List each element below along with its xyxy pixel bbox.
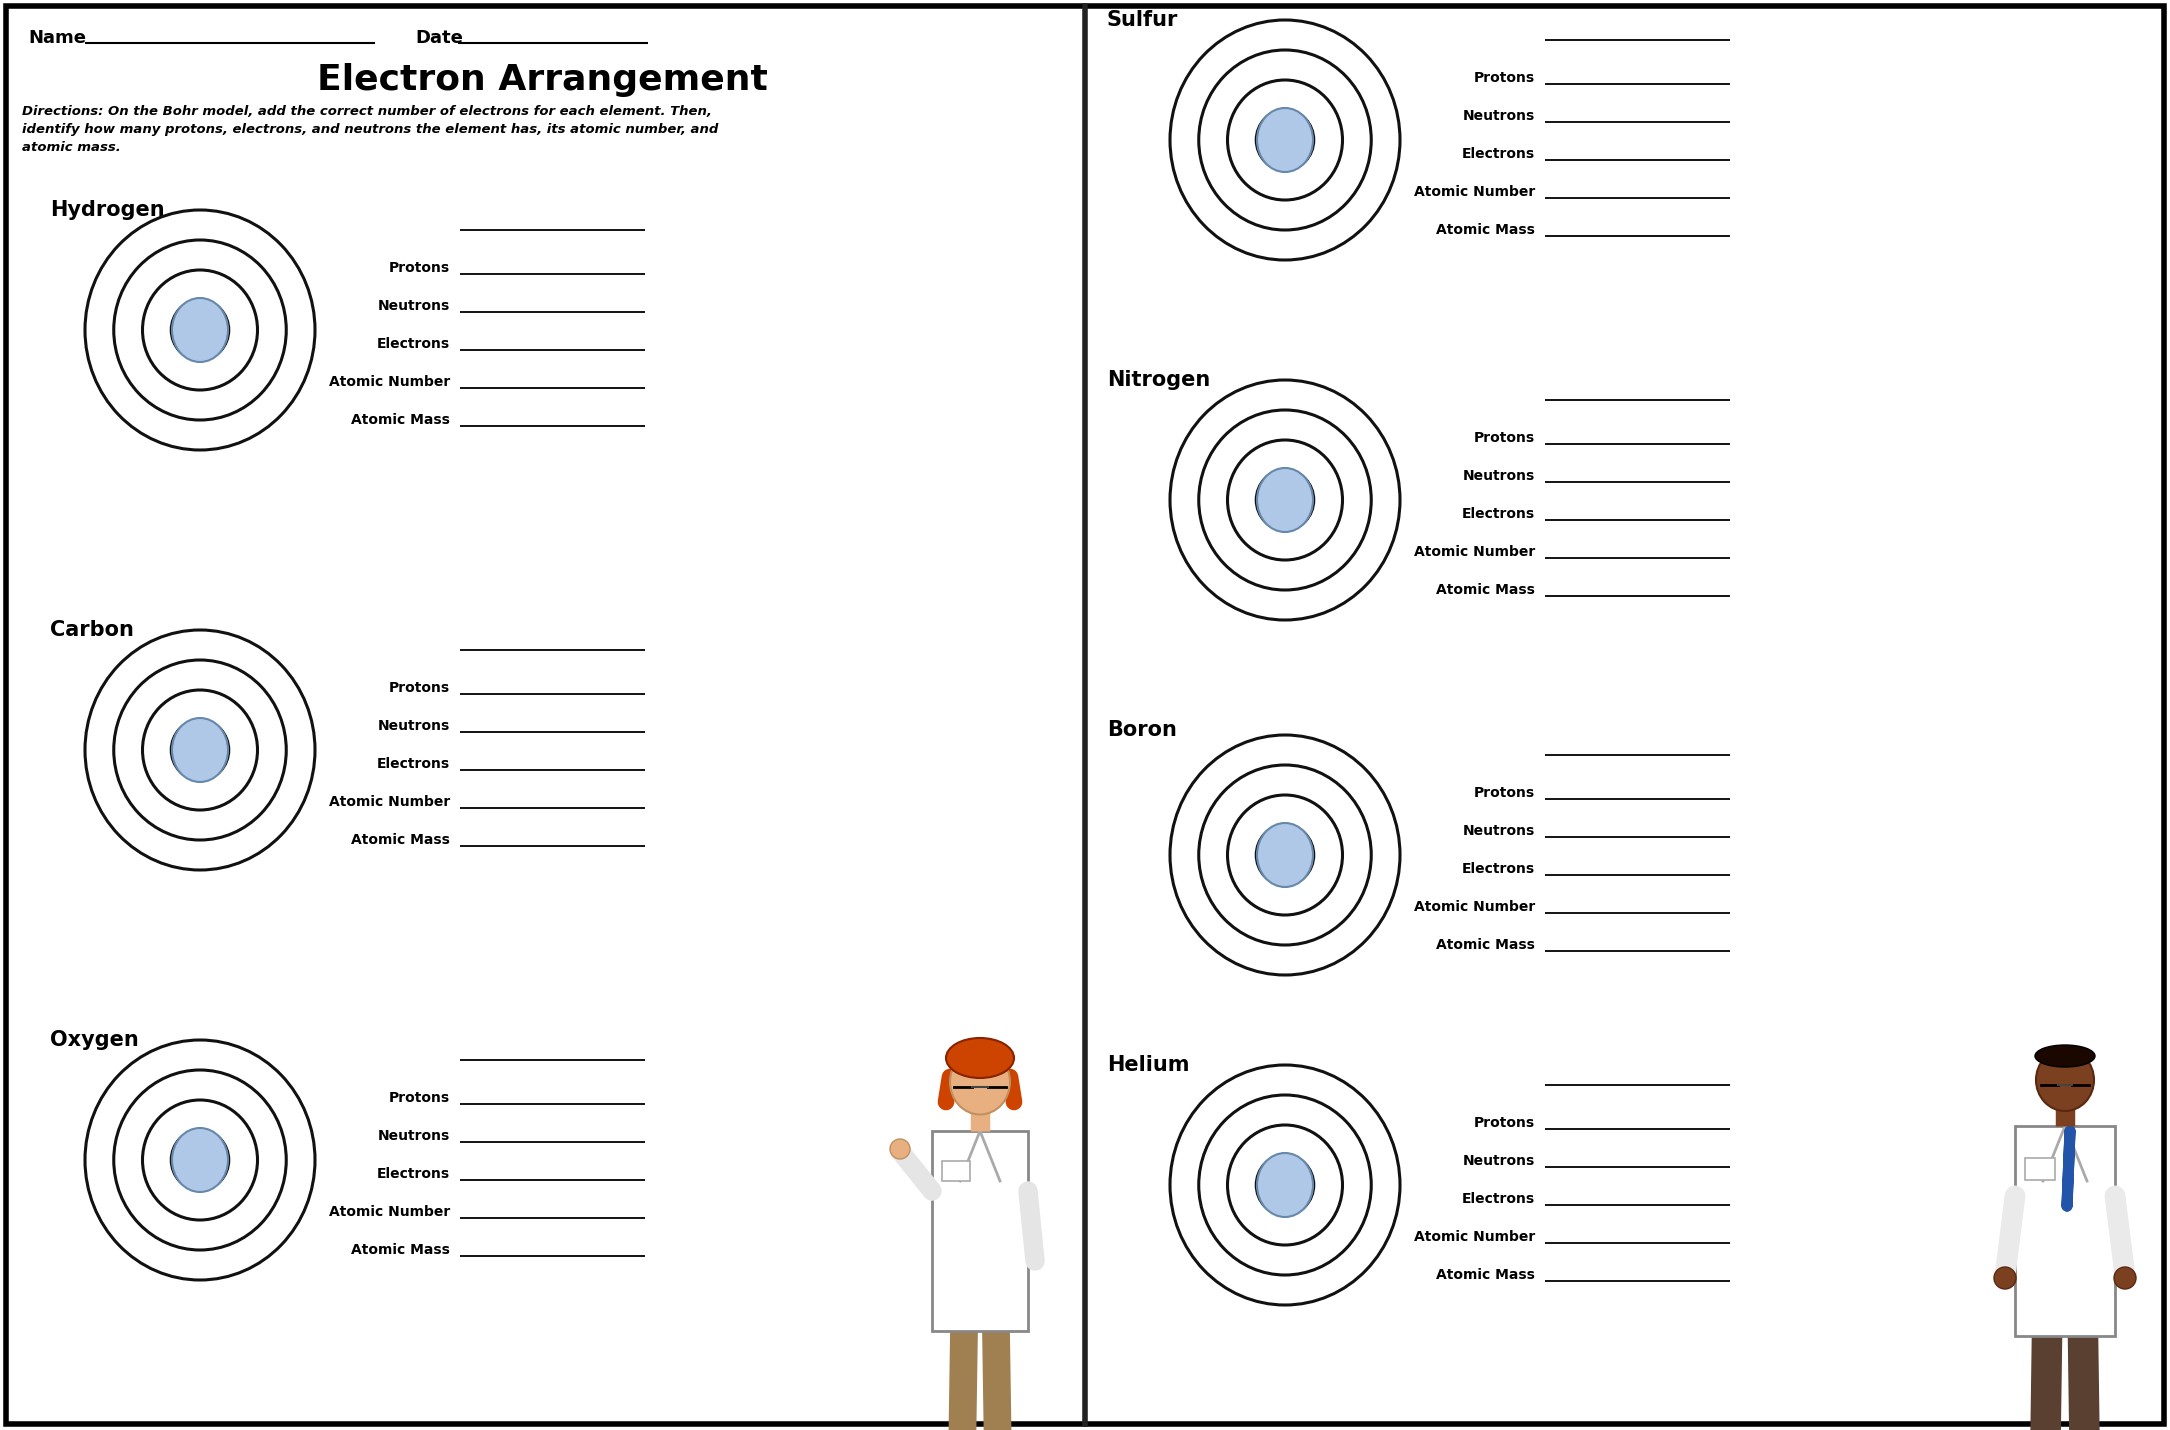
Ellipse shape bbox=[1228, 80, 1343, 200]
Ellipse shape bbox=[113, 240, 286, 420]
Ellipse shape bbox=[1198, 410, 1371, 591]
Text: Boron: Boron bbox=[1107, 719, 1176, 739]
Circle shape bbox=[2114, 1267, 2135, 1288]
Text: Neutrons: Neutrons bbox=[378, 299, 449, 313]
Ellipse shape bbox=[1256, 470, 1313, 531]
Text: Atomic Number: Atomic Number bbox=[328, 375, 449, 389]
Ellipse shape bbox=[2035, 1045, 2094, 1067]
Ellipse shape bbox=[1256, 825, 1313, 885]
Text: Electrons: Electrons bbox=[378, 1167, 449, 1181]
Text: Atomic Number: Atomic Number bbox=[1413, 899, 1534, 914]
Ellipse shape bbox=[1170, 20, 1400, 260]
Ellipse shape bbox=[143, 270, 258, 390]
Ellipse shape bbox=[1256, 109, 1313, 172]
Ellipse shape bbox=[1256, 824, 1313, 887]
Bar bbox=[2025, 1158, 2055, 1180]
Text: Helium: Helium bbox=[1107, 1055, 1189, 1075]
Text: Atomic Mass: Atomic Mass bbox=[352, 834, 449, 847]
Text: Protons: Protons bbox=[1473, 1115, 1534, 1130]
FancyBboxPatch shape bbox=[931, 1131, 1029, 1331]
Text: Atomic Number: Atomic Number bbox=[1413, 184, 1534, 199]
Ellipse shape bbox=[1228, 440, 1343, 561]
Ellipse shape bbox=[1228, 795, 1343, 915]
Text: Atomic Number: Atomic Number bbox=[328, 1205, 449, 1218]
Text: Atomic Mass: Atomic Mass bbox=[352, 1243, 449, 1257]
Text: Neutrons: Neutrons bbox=[1463, 1154, 1534, 1168]
Text: Protons: Protons bbox=[1473, 430, 1534, 445]
Text: Atomic Mass: Atomic Mass bbox=[1437, 223, 1534, 237]
Ellipse shape bbox=[1256, 110, 1313, 170]
Ellipse shape bbox=[1256, 1155, 1313, 1216]
Text: Atomic Mass: Atomic Mass bbox=[1437, 938, 1534, 952]
Ellipse shape bbox=[113, 1070, 286, 1250]
Circle shape bbox=[1994, 1267, 2016, 1288]
Ellipse shape bbox=[1198, 50, 1371, 230]
Text: Name: Name bbox=[28, 29, 87, 47]
Text: Neutrons: Neutrons bbox=[378, 719, 449, 734]
Text: Directions: On the Bohr model, add the correct number of electrons for each elem: Directions: On the Bohr model, add the c… bbox=[22, 104, 718, 154]
Text: Electrons: Electrons bbox=[1463, 1193, 1534, 1205]
Ellipse shape bbox=[171, 718, 228, 782]
Ellipse shape bbox=[1198, 1095, 1371, 1276]
Text: Electrons: Electrons bbox=[1463, 862, 1534, 877]
Text: Atomic Number: Atomic Number bbox=[1413, 545, 1534, 559]
Text: Atomic Number: Atomic Number bbox=[328, 795, 449, 809]
Text: Oxygen: Oxygen bbox=[50, 1030, 139, 1050]
Text: Protons: Protons bbox=[388, 681, 449, 695]
Ellipse shape bbox=[1228, 1125, 1343, 1246]
Ellipse shape bbox=[1256, 468, 1313, 532]
Ellipse shape bbox=[85, 631, 315, 869]
Ellipse shape bbox=[2035, 1050, 2094, 1111]
Text: Electrons: Electrons bbox=[1463, 508, 1534, 521]
Ellipse shape bbox=[171, 1130, 228, 1190]
Ellipse shape bbox=[85, 1040, 315, 1280]
Text: Neutrons: Neutrons bbox=[1463, 824, 1534, 838]
Ellipse shape bbox=[171, 300, 228, 360]
FancyBboxPatch shape bbox=[2016, 1125, 2116, 1336]
Ellipse shape bbox=[946, 1038, 1013, 1078]
Circle shape bbox=[890, 1140, 909, 1158]
Text: Electrons: Electrons bbox=[378, 337, 449, 350]
Text: Hydrogen: Hydrogen bbox=[50, 200, 165, 220]
Ellipse shape bbox=[171, 719, 228, 779]
Ellipse shape bbox=[143, 691, 258, 809]
Text: Electrons: Electrons bbox=[378, 756, 449, 771]
Bar bbox=[942, 1161, 970, 1181]
Text: Neutrons: Neutrons bbox=[378, 1130, 449, 1143]
Text: Atomic Mass: Atomic Mass bbox=[352, 413, 449, 428]
Text: Electrons: Electrons bbox=[1463, 147, 1534, 162]
Ellipse shape bbox=[171, 1128, 228, 1193]
Ellipse shape bbox=[171, 297, 228, 362]
Ellipse shape bbox=[1256, 1153, 1313, 1217]
Ellipse shape bbox=[143, 1100, 258, 1220]
Text: Date: Date bbox=[414, 29, 462, 47]
Text: Neutrons: Neutrons bbox=[1463, 469, 1534, 483]
Text: Protons: Protons bbox=[1473, 72, 1534, 84]
Ellipse shape bbox=[85, 210, 315, 450]
Text: Atomic Mass: Atomic Mass bbox=[1437, 1268, 1534, 1283]
Ellipse shape bbox=[1170, 380, 1400, 621]
Text: Sulfur: Sulfur bbox=[1107, 10, 1178, 30]
Text: Protons: Protons bbox=[388, 262, 449, 275]
Text: Protons: Protons bbox=[1473, 787, 1534, 799]
Text: Neutrons: Neutrons bbox=[1463, 109, 1534, 123]
Text: Atomic Number: Atomic Number bbox=[1413, 1230, 1534, 1244]
Text: Carbon: Carbon bbox=[50, 621, 135, 641]
Ellipse shape bbox=[950, 1050, 1009, 1114]
Ellipse shape bbox=[113, 661, 286, 839]
Text: Atomic Mass: Atomic Mass bbox=[1437, 583, 1534, 596]
Ellipse shape bbox=[1170, 1065, 1400, 1306]
Text: Protons: Protons bbox=[388, 1091, 449, 1105]
Text: Nitrogen: Nitrogen bbox=[1107, 370, 1211, 390]
Text: Electron Arrangement: Electron Arrangement bbox=[317, 63, 768, 97]
Ellipse shape bbox=[1170, 735, 1400, 975]
Ellipse shape bbox=[1198, 765, 1371, 945]
